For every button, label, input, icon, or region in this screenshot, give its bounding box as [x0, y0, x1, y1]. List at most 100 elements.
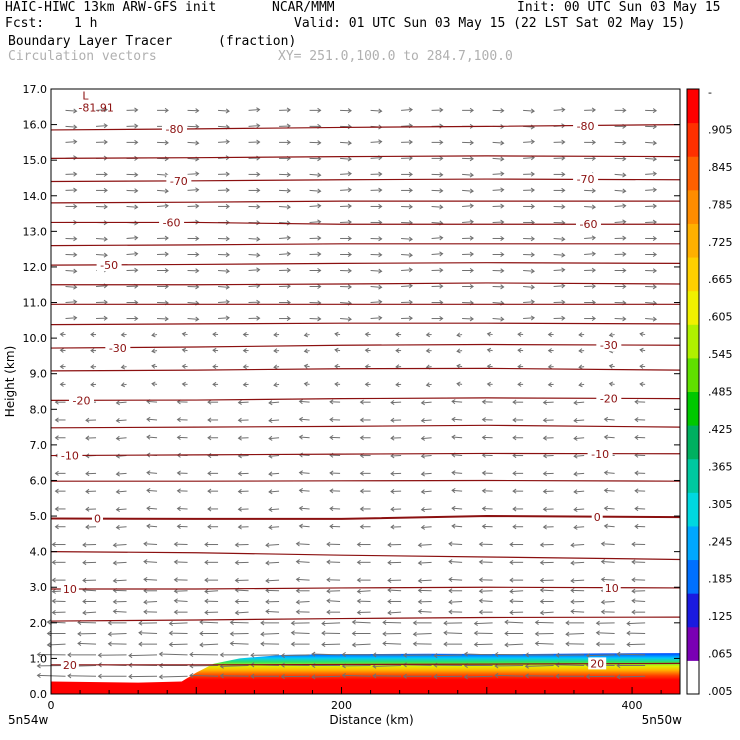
- circulation-vector: [340, 187, 352, 193]
- circulation-vector: [478, 588, 493, 594]
- circulation-vector: [54, 435, 66, 441]
- circulation-vector: [67, 673, 97, 679]
- circulation-vector: [204, 542, 219, 548]
- circulation-vector: [517, 347, 524, 353]
- circulation-vector: [431, 123, 444, 129]
- circulation-vector: [309, 188, 322, 194]
- circulation-vector: [417, 542, 432, 548]
- circulation-vector: [631, 577, 646, 583]
- circulation-vector: [481, 434, 493, 440]
- circulation-vector: [242, 348, 249, 354]
- circulation-vector: [36, 672, 66, 678]
- circulation-vector: [126, 267, 139, 273]
- circulation-vector: [157, 267, 169, 274]
- circulation-vector: [478, 598, 493, 604]
- circulation-vector: [146, 523, 158, 529]
- colorbar-swatch: [687, 660, 699, 695]
- circulation-vector: [326, 609, 341, 615]
- circulation-vector: [309, 316, 322, 322]
- circulation-vector: [295, 609, 310, 615]
- colorbar-label: .785: [708, 198, 733, 211]
- circulation-vector: [340, 108, 352, 114]
- circulation-vector: [51, 598, 66, 604]
- circulation-vector: [65, 171, 78, 177]
- circulation-vector: [126, 316, 139, 322]
- circulation-vector: [639, 381, 646, 387]
- circulation-vector: [512, 470, 524, 476]
- contour-line: [51, 586, 681, 590]
- contour-label-bg: [573, 120, 599, 133]
- contour-label-bg: [57, 449, 83, 462]
- circulation-vector: [265, 542, 280, 548]
- circulation-vector: [265, 578, 280, 584]
- circulation-vector: [443, 630, 463, 636]
- circulation-vector: [126, 188, 139, 194]
- circulation-vector: [492, 316, 505, 322]
- circulation-vector: [351, 630, 371, 637]
- circulation-vector: [146, 505, 158, 511]
- circulation-vector: [260, 641, 280, 647]
- circulation-vector: [359, 435, 371, 441]
- circulation-vector: [431, 316, 444, 322]
- circulation-vector: [573, 400, 585, 406]
- circulation-vector: [614, 188, 627, 194]
- circulation-vector: [36, 651, 66, 658]
- circulation-vector: [578, 348, 585, 354]
- circulation-vector: [268, 418, 280, 424]
- circulation-vector: [509, 577, 524, 583]
- circulation-vector: [478, 541, 493, 547]
- circulation-vector: [59, 381, 66, 387]
- circulation-vector: [298, 505, 310, 511]
- circulation-vector: [157, 203, 169, 209]
- circulation-vector: [584, 139, 596, 145]
- colorbar-frame: [686, 88, 700, 695]
- circulation-vector: [248, 236, 261, 242]
- circulation-vector: [584, 204, 596, 210]
- circulation-vector: [523, 108, 535, 114]
- circulation-vector: [492, 140, 505, 146]
- circulation-vector: [168, 620, 188, 627]
- circulation-vector: [95, 252, 108, 258]
- circulation-vector: [504, 619, 524, 625]
- circulation-vector: [645, 203, 658, 209]
- circulation-vector: [634, 470, 646, 476]
- circulation-vector: [218, 299, 230, 305]
- circulation-vector: [573, 524, 585, 530]
- colorbar-label: .725: [708, 236, 733, 249]
- circulation-vector: [603, 488, 615, 494]
- circulation-vector: [359, 470, 371, 476]
- circulation-vector: [387, 577, 402, 583]
- circulation-vector: [65, 108, 78, 114]
- circulation-vector: [54, 470, 66, 476]
- circulation-vector: [187, 284, 200, 290]
- circulation-vector: [207, 453, 219, 459]
- circulation-vector: [448, 559, 463, 565]
- circulation-vector: [585, 674, 615, 680]
- y-axis-label: Height (km): [3, 346, 17, 417]
- contour-label: -10: [61, 450, 79, 463]
- contour-line: [51, 221, 680, 225]
- circulation-vector: [218, 108, 230, 114]
- circulation-vector: [218, 252, 230, 258]
- circulation-vector: [395, 348, 402, 354]
- y-tick-label: 16.0: [23, 119, 48, 132]
- circulation-vector: [242, 364, 249, 370]
- circulation-vector: [494, 651, 524, 658]
- circulation-vector: [268, 471, 280, 477]
- circulation-vector: [334, 331, 341, 337]
- circulation-vector: [96, 204, 108, 210]
- circulation-vector: [420, 524, 432, 530]
- circulation-vector: [181, 363, 188, 369]
- circulation-vector: [570, 599, 585, 605]
- circulation-vector: [158, 651, 188, 657]
- circulation-vector: [645, 284, 658, 290]
- circulation-vector: [303, 381, 310, 387]
- circulation-vector: [187, 124, 200, 130]
- circulation-vector: [82, 598, 97, 604]
- circulation-vector: [207, 417, 219, 423]
- circulation-vector: [85, 524, 97, 530]
- circulation-vector: [248, 187, 261, 193]
- circulation-vector: [492, 219, 505, 225]
- circulation-vector: [412, 620, 432, 626]
- circulation-vector: [356, 598, 371, 604]
